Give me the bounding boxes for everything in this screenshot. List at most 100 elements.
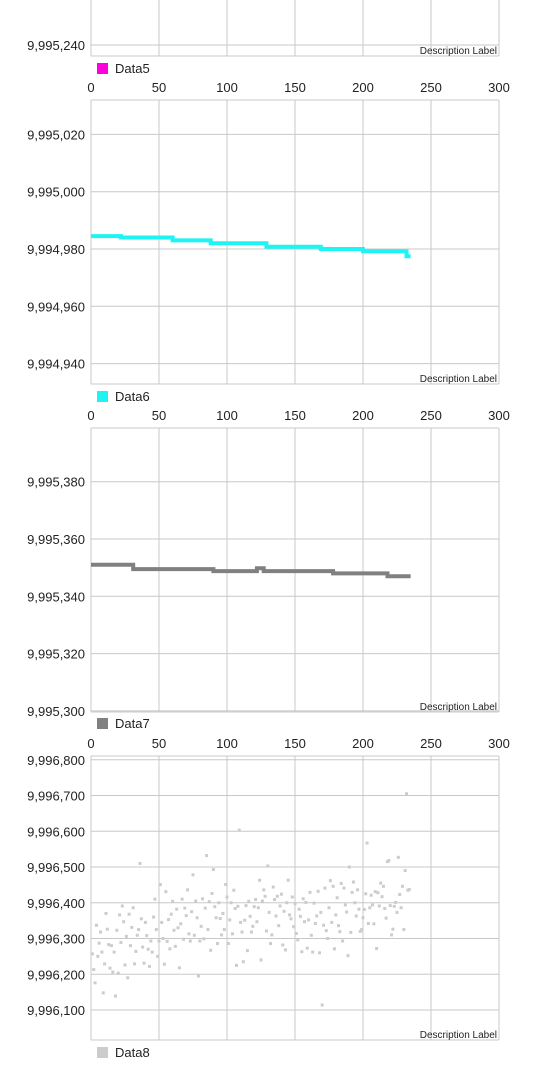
scatter-point: [118, 913, 122, 917]
scatter-point: [217, 901, 221, 905]
scatter-point: [350, 890, 354, 894]
x-tick-label: 100: [216, 80, 238, 95]
scatter-point: [241, 960, 245, 964]
scatter-point: [162, 962, 166, 966]
scatter-point: [334, 913, 338, 917]
scatter-point: [135, 933, 139, 937]
scatter-point: [391, 927, 395, 931]
scatter-point: [266, 864, 270, 868]
scatter-point: [131, 906, 135, 910]
scatter-point: [255, 920, 259, 924]
scatter-point: [277, 924, 281, 928]
scatter-point: [157, 939, 161, 943]
scatter-point: [249, 930, 253, 934]
scatter-point: [326, 937, 330, 940]
scatter-point: [375, 947, 379, 951]
scatter-point: [239, 920, 243, 924]
y-tick-label: 9,994,960: [27, 299, 85, 314]
scatter-point: [167, 918, 171, 922]
scatter-point: [339, 881, 343, 885]
y-tick-label: 9,996,100: [27, 1003, 85, 1018]
x-tick-label: 100: [216, 408, 238, 423]
scatter-point: [368, 906, 372, 910]
scatter-point: [230, 932, 234, 936]
scatter-point: [222, 928, 226, 932]
scatter-point: [402, 928, 406, 932]
x-tick-label: 150: [284, 80, 306, 95]
scatter-point: [172, 928, 176, 932]
scatter-point: [99, 930, 103, 934]
scatter-point: [133, 962, 137, 966]
scatter-point: [298, 914, 302, 918]
y-tick-label: 9,995,320: [27, 647, 85, 662]
scatter-point: [109, 944, 113, 948]
y-tick-label: 9,995,360: [27, 532, 85, 547]
scatter-point: [323, 886, 327, 890]
scatter-point: [342, 886, 346, 890]
scatter-point: [395, 910, 399, 914]
scatter-point: [126, 976, 130, 980]
scatter-point: [191, 873, 195, 877]
legend-swatch: [97, 63, 108, 74]
scatter-point: [203, 906, 207, 910]
scatter-point: [195, 916, 199, 920]
scatter-point: [210, 891, 214, 895]
scatter-point: [137, 928, 141, 932]
scatter-point: [128, 944, 132, 948]
scatter-point: [141, 945, 145, 949]
scatter-point: [94, 923, 98, 927]
scatter-point: [354, 914, 358, 918]
scatter-point: [97, 941, 101, 945]
scatter-point: [119, 940, 123, 944]
x-tick-label: 0: [87, 736, 94, 751]
scatter-point: [201, 897, 205, 901]
scatter-point: [254, 898, 258, 902]
x-tick-label: 250: [420, 408, 442, 423]
scatter-point: [349, 930, 353, 934]
scatter-point: [285, 901, 289, 905]
scatter-point: [392, 904, 396, 908]
x-tick-label: 50: [152, 736, 166, 751]
scatter-point: [218, 916, 222, 920]
scatter-point: [184, 914, 188, 918]
scatter-point: [153, 897, 157, 901]
scatter-point: [138, 861, 142, 865]
scatter-point: [260, 899, 264, 903]
scatter-point: [175, 907, 179, 911]
scatter-point: [251, 924, 255, 928]
scatter-point: [319, 910, 323, 914]
chart-7: 9,995,380 9,995,360 9,995,340 9,995,320 9,99…: [27, 427, 510, 751]
y-tick-label: 9,996,600: [27, 824, 85, 839]
scatter-point: [364, 892, 368, 896]
scatter-point: [92, 968, 96, 972]
legend-swatch: [97, 718, 108, 729]
scatter-point: [215, 942, 219, 946]
x-tick-label: 300: [488, 80, 510, 95]
scatter-point: [343, 903, 347, 907]
scatter-point: [147, 964, 151, 968]
x-tick-label: 300: [488, 408, 510, 423]
scatter-point: [360, 928, 364, 932]
x-tick-label: 200: [352, 408, 374, 423]
scatter-point: [273, 898, 277, 902]
legend-swatch: [97, 1047, 108, 1058]
scatter-point: [278, 904, 282, 908]
legend-label: Data7: [115, 716, 150, 731]
scatter-point: [233, 906, 237, 910]
scatter-point: [177, 966, 181, 970]
scatter-point: [124, 934, 128, 938]
scatter-point: [372, 922, 376, 926]
y-tick-label: 9,995,000: [27, 185, 85, 200]
x-tick-label: 200: [352, 736, 374, 751]
series-line-data6: [91, 234, 411, 259]
scatter-point: [173, 944, 177, 948]
scatter-point: [236, 904, 240, 908]
scatter-point: [259, 958, 263, 962]
scatter-point: [207, 900, 211, 904]
scatter-point: [245, 949, 249, 953]
scatter-point: [316, 889, 320, 893]
scatter-point: [315, 914, 319, 918]
scatter-point: [186, 888, 190, 892]
scatter-point: [274, 914, 278, 918]
